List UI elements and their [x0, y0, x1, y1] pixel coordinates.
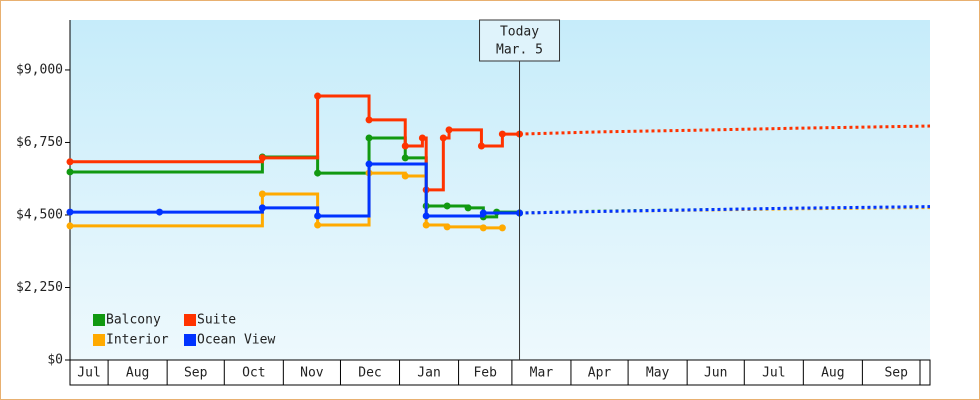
- point: [422, 221, 430, 229]
- point: [314, 169, 322, 177]
- point: [445, 126, 453, 134]
- point: [443, 202, 451, 210]
- point: [66, 208, 74, 216]
- x-tick-label: Apr: [588, 366, 612, 381]
- today-label: Mar. 5: [496, 43, 543, 58]
- x-tick-label: Jun: [704, 366, 727, 381]
- legend-swatch: [93, 314, 105, 326]
- x-tick-label: Jul: [77, 366, 100, 381]
- x-tick-label: Feb: [473, 366, 497, 381]
- point: [314, 221, 322, 229]
- point: [477, 142, 485, 150]
- point: [156, 208, 164, 216]
- x-tick-label: Dec: [358, 366, 381, 381]
- legend-label: Balcony: [106, 313, 161, 328]
- point: [401, 172, 409, 180]
- point: [401, 154, 409, 162]
- x-tick-label: Sep: [184, 366, 208, 381]
- y-tick-label: $6,750: [16, 135, 63, 150]
- legend-label: Suite: [197, 313, 236, 328]
- point: [258, 204, 266, 212]
- legend-swatch: [184, 334, 196, 346]
- point: [498, 224, 506, 232]
- point: [314, 212, 322, 220]
- point: [365, 134, 373, 142]
- legend-label: Interior: [106, 333, 169, 348]
- plot-area: [70, 20, 930, 360]
- point: [66, 168, 74, 176]
- point: [258, 154, 266, 162]
- legend-swatch: [184, 314, 196, 326]
- x-tick-label: Mar: [530, 366, 554, 381]
- x-tick-label: Sep: [884, 366, 908, 381]
- point: [314, 92, 322, 100]
- legend-swatch: [93, 334, 105, 346]
- point: [439, 134, 447, 142]
- x-tick-label: Jan: [417, 366, 440, 381]
- point: [365, 160, 373, 168]
- point: [479, 224, 487, 232]
- point: [422, 212, 430, 220]
- x-tick-label: Oct: [242, 366, 265, 381]
- point: [479, 209, 487, 217]
- x-tick-label: Aug: [821, 366, 844, 381]
- y-tick-label: $4,500: [16, 207, 63, 222]
- y-tick-label: $9,000: [16, 62, 63, 77]
- forecast-line: [519, 205, 931, 215]
- point: [401, 142, 409, 150]
- x-tick-label: May: [646, 366, 670, 381]
- y-tick-label: $2,250: [16, 280, 63, 295]
- legend-label: Ocean View: [197, 333, 275, 348]
- point: [418, 134, 426, 142]
- forecast-line: [519, 124, 931, 136]
- today-box: [479, 19, 561, 62]
- point: [66, 222, 74, 230]
- point: [66, 158, 74, 166]
- point: [258, 190, 266, 198]
- x-tick-label: Aug: [126, 366, 149, 381]
- point: [365, 116, 373, 124]
- point: [443, 223, 451, 231]
- point: [498, 130, 506, 138]
- x-axis-band: [69, 359, 931, 386]
- x-tick-label: Jul: [762, 366, 785, 381]
- x-tick-label: Nov: [300, 366, 324, 381]
- y-tick-label: $0: [47, 353, 63, 368]
- point: [464, 204, 472, 212]
- today-label: Today: [500, 25, 539, 40]
